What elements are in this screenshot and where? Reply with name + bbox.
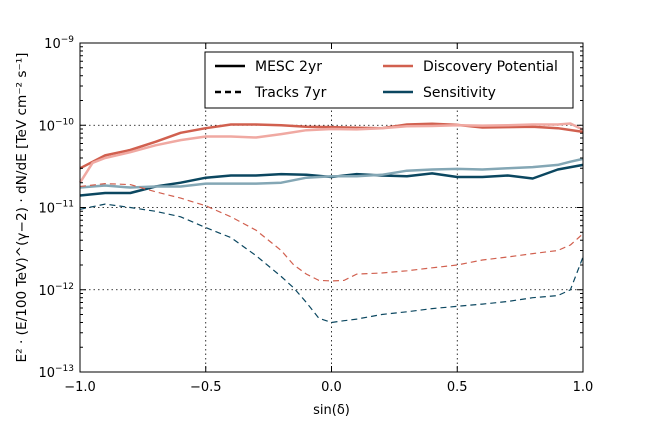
legend-label-mesc: MESC 2yr bbox=[255, 59, 322, 75]
y-tick-label: 10−12 bbox=[38, 282, 74, 299]
x-tick-label: −0.5 bbox=[190, 380, 222, 395]
series-layer bbox=[78, 122, 584, 324]
tick-layer: −1.0 −0.5 0.0 0.5 1.010−1310−1210−1110−1010−… bbox=[38, 35, 593, 395]
y-tick-exponent: −9 bbox=[61, 35, 75, 45]
legend: MESC 2yr Tracks 7yr Discovery Potential … bbox=[204, 51, 574, 109]
y-tick-label: 10−13 bbox=[38, 364, 74, 381]
x-axis-label: sin(δ) bbox=[313, 403, 350, 418]
y-tick-base: 10 bbox=[38, 119, 55, 134]
x-tick-label: 0.5 bbox=[447, 380, 468, 395]
series-line-0 bbox=[79, 122, 584, 170]
y-tick-label: 10−10 bbox=[38, 117, 74, 134]
y-tick-exponent: −11 bbox=[55, 200, 74, 210]
series-line-5 bbox=[79, 203, 584, 324]
y-axis-label: E² · (E/100 TeV)^(γ−2) · dN/dE [TeV cm⁻²… bbox=[15, 53, 30, 363]
y-tick-label: 10−11 bbox=[38, 200, 74, 217]
x-tick-label: −1.0 bbox=[64, 380, 96, 395]
y-tick-base: 10 bbox=[38, 284, 55, 299]
legend-label-discovery: Discovery Potential bbox=[423, 59, 558, 75]
y-tick-label: 10−9 bbox=[44, 35, 74, 52]
y-tick-exponent: −13 bbox=[55, 364, 74, 374]
legend-box bbox=[204, 51, 574, 109]
legend-label-sensitivity: Sensitivity bbox=[423, 85, 496, 101]
series-line-4 bbox=[79, 183, 584, 282]
y-tick-exponent: −10 bbox=[55, 117, 74, 127]
y-tick-exponent: −12 bbox=[55, 282, 74, 292]
legend-label-tracks: Tracks 7yr bbox=[254, 85, 327, 101]
x-tick-label: 1.0 bbox=[573, 380, 594, 395]
y-tick-base: 10 bbox=[38, 202, 55, 217]
x-tick-label: 0.0 bbox=[321, 380, 342, 395]
series-line-3 bbox=[79, 157, 584, 189]
series-line-1 bbox=[78, 122, 584, 184]
y-tick-base: 10 bbox=[44, 37, 61, 52]
y-tick-base: 10 bbox=[38, 366, 55, 381]
